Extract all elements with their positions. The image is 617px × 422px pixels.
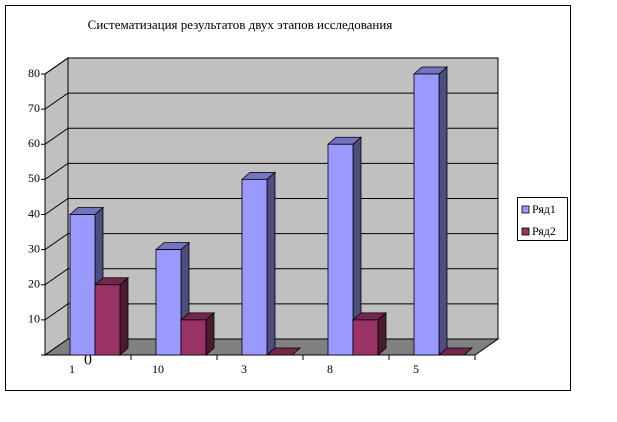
y-tick-label: 10: [28, 312, 40, 326]
bar-side: [438, 66, 448, 356]
legend-label: Ряд2: [532, 224, 556, 238]
x-tick-label: 1: [69, 362, 75, 376]
bar: [180, 319, 207, 356]
grid-line: [44, 127, 498, 145]
bar: [413, 73, 440, 356]
x-tick-label: 10: [152, 362, 164, 376]
bar: [327, 143, 354, 356]
y-tick-label: 80: [28, 66, 40, 80]
x-tick-label: 8: [327, 362, 333, 376]
y-tick-label: 0: [84, 352, 92, 369]
bar-side: [119, 276, 129, 356]
grid-line: [44, 92, 498, 110]
y-tick-label: 70: [28, 101, 40, 115]
y-tick-label: 60: [28, 136, 40, 150]
y-tick-label: 30: [28, 241, 40, 255]
bar: [155, 249, 182, 356]
grid-line: [44, 57, 498, 75]
bar: [94, 284, 121, 356]
legend-swatch: [521, 227, 530, 236]
bar: [69, 214, 96, 356]
x-tick-label: 3: [241, 362, 247, 376]
chart-title: Систематизация результатов двух этапов и…: [88, 17, 393, 32]
bar: [352, 319, 379, 356]
x-tick-label: 5: [413, 362, 419, 376]
legend-swatch: [521, 205, 530, 214]
legend-label: Ряд1: [532, 202, 556, 216]
y-tick-label: 50: [28, 171, 40, 185]
bar-top: [437, 347, 474, 356]
y-tick-label: 20: [28, 277, 40, 291]
y-tick-label: 40: [28, 206, 40, 220]
bar-top: [265, 347, 302, 356]
bar-side: [266, 171, 276, 356]
bar: [241, 178, 268, 356]
